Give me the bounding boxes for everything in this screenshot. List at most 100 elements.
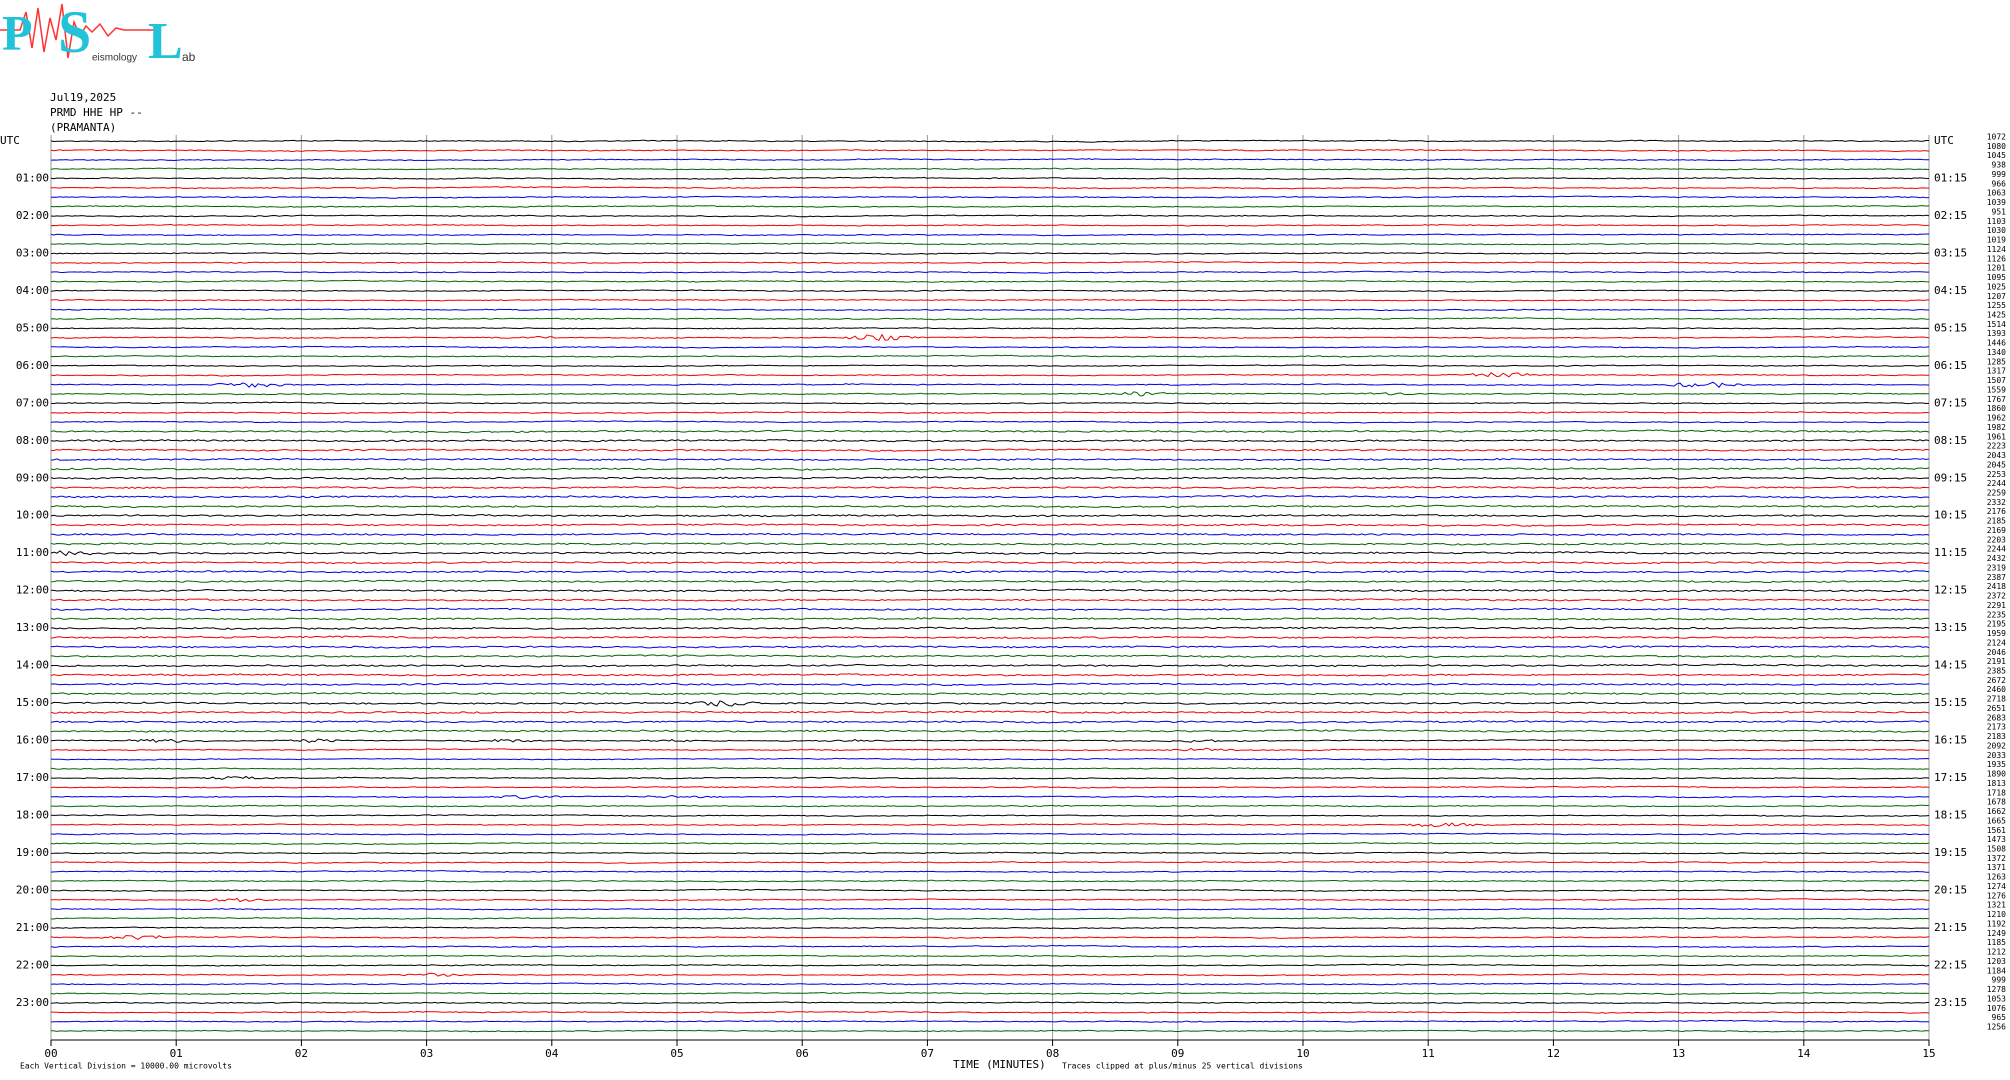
trace xyxy=(50,298,1930,302)
trace xyxy=(51,645,1930,649)
trace-value: 2259 xyxy=(1987,489,2006,498)
trace xyxy=(50,842,1930,846)
x-tick-label: 06 xyxy=(796,1047,809,1060)
trace-value: 999 xyxy=(1992,170,2007,179)
left-hour-label: 18:00 xyxy=(16,809,49,822)
division-note: Each Vertical Division = 10000.00 microv… xyxy=(20,1062,232,1071)
trace xyxy=(50,917,1930,921)
trace xyxy=(50,907,1930,911)
x-tick-label: 15 xyxy=(1922,1047,1935,1060)
trace xyxy=(50,504,1930,509)
trace-value: 1317 xyxy=(1987,367,2006,376)
trace xyxy=(50,775,1930,780)
trace-value: 1030 xyxy=(1987,226,2006,235)
left-hour-label: 16:00 xyxy=(16,734,49,747)
station: PRMD HHE HP -- xyxy=(50,106,143,119)
trace-value: 1393 xyxy=(1987,329,2006,338)
trace xyxy=(50,869,1929,874)
trace xyxy=(50,317,1930,321)
trace-value: 1561 xyxy=(1987,826,2006,835)
trace-value: 2418 xyxy=(1987,582,2006,591)
logo: P S L eismology ab xyxy=(0,0,196,70)
trace-value: 1372 xyxy=(1987,854,2006,863)
trace xyxy=(50,879,1930,883)
trace xyxy=(50,532,1930,537)
trace-value: 1285 xyxy=(1987,357,2006,366)
trace-value: 1184 xyxy=(1987,966,2006,975)
trace-value: 1212 xyxy=(1987,948,2006,957)
trace xyxy=(50,934,1930,940)
left-hour-label: 15:00 xyxy=(16,696,49,709)
trace xyxy=(50,700,1930,707)
x-tick-label: 01 xyxy=(170,1047,183,1060)
x-tick-label: 03 xyxy=(420,1047,433,1060)
trace xyxy=(50,223,1930,227)
trace-value: 2043 xyxy=(1987,451,2006,460)
trace-value: 1813 xyxy=(1987,779,2006,788)
right-hour-label: 09:15 xyxy=(1934,471,1967,484)
trace xyxy=(50,139,1929,143)
trace xyxy=(50,861,1930,864)
trace-value: 1446 xyxy=(1987,339,2006,348)
trace xyxy=(50,972,1930,977)
right-hour-label: 21:15 xyxy=(1934,921,1967,934)
trace xyxy=(50,851,1930,855)
trace-value: 1210 xyxy=(1987,910,2006,919)
trace xyxy=(50,186,1930,190)
trace-value: 2718 xyxy=(1987,695,2006,704)
trace xyxy=(50,635,1930,640)
trace-value: 1425 xyxy=(1987,311,2006,320)
logo-letter: L xyxy=(148,13,183,70)
trace xyxy=(50,663,1930,668)
trace xyxy=(50,738,1930,743)
trace-value: 2387 xyxy=(1987,573,2006,582)
trace xyxy=(50,598,1930,602)
traces xyxy=(50,139,1930,1033)
left-hour-label: 09:00 xyxy=(16,471,49,484)
trace-value: 2319 xyxy=(1987,563,2006,572)
x-tick-label: 11 xyxy=(1422,1047,1435,1060)
left-hour-label: 23:00 xyxy=(16,996,49,1009)
trace xyxy=(50,785,1930,789)
trace-value: 1192 xyxy=(1987,919,2006,928)
x-tick-label: 08 xyxy=(1046,1047,1059,1060)
right-hour-label: 06:15 xyxy=(1934,359,1967,372)
trace-value: 1019 xyxy=(1987,236,2006,245)
trace xyxy=(50,550,1930,557)
trace xyxy=(50,767,1930,770)
trace-value: 1076 xyxy=(1987,1004,2006,1013)
clip-note: Traces clipped at plus/minus 25 vertical… xyxy=(1062,1062,1303,1071)
trace-value: 2244 xyxy=(1987,479,2006,488)
trace-value: 1185 xyxy=(1987,938,2006,947)
right-hour-label: 07:15 xyxy=(1934,396,1967,409)
trace xyxy=(50,523,1930,527)
trace-value: 951 xyxy=(1992,207,2007,216)
trace-value: 2033 xyxy=(1987,751,2006,760)
trace-value: 1255 xyxy=(1987,301,2006,310)
left-hour-label: 07:00 xyxy=(16,396,49,409)
trace-value: 1473 xyxy=(1987,835,2006,844)
trace-value: 1961 xyxy=(1987,432,2006,441)
trace xyxy=(50,364,1930,368)
trace-value: 2191 xyxy=(1987,657,2006,666)
trace xyxy=(50,804,1930,808)
trace xyxy=(50,327,1930,330)
x-tick-label: 12 xyxy=(1547,1047,1560,1060)
trace xyxy=(50,289,1930,293)
x-tick-label: 14 xyxy=(1797,1047,1811,1060)
trace-value: 1274 xyxy=(1987,882,2006,891)
axis-title: TIME (MINUTES) xyxy=(953,1058,1046,1071)
trace xyxy=(50,954,1930,958)
trace-value: 2195 xyxy=(1987,620,2006,629)
trace xyxy=(50,158,1930,162)
trace-value: 1276 xyxy=(1987,891,2006,900)
trace-value: 1959 xyxy=(1987,629,2006,638)
trace-value: 2173 xyxy=(1987,723,2006,732)
trace-value: 999 xyxy=(1992,976,2007,985)
trace-value: 2683 xyxy=(1987,713,2006,722)
right-hour-label: 10:15 xyxy=(1934,509,1967,522)
right-hour-label: 02:15 xyxy=(1934,209,1967,222)
trace-value: 2046 xyxy=(1987,648,2006,657)
trace xyxy=(50,486,1930,490)
x-tick-label: 00 xyxy=(44,1047,57,1060)
